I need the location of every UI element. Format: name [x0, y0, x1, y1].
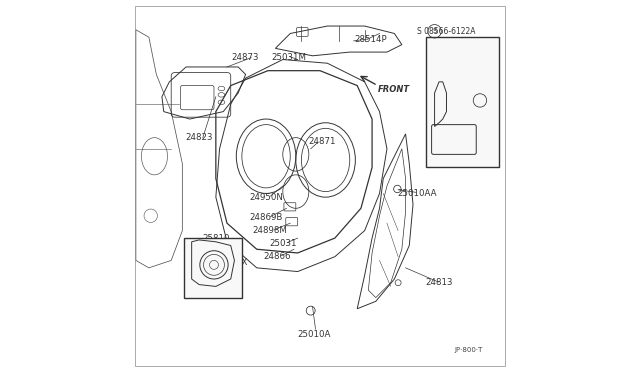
- Text: 25010AA: 25010AA: [397, 189, 436, 198]
- Text: 25010A: 25010A: [298, 330, 331, 339]
- Text: ( I ): ( I ): [445, 44, 458, 53]
- Text: S 08566-6122A: S 08566-6122A: [417, 27, 476, 36]
- Text: 24813: 24813: [426, 278, 452, 287]
- Text: 24823: 24823: [186, 133, 213, 142]
- Text: 24950N: 24950N: [249, 193, 283, 202]
- Text: JP·800·T: JP·800·T: [454, 347, 483, 353]
- Text: 25031M: 25031M: [271, 53, 306, 62]
- Text: 24898M: 24898M: [252, 226, 287, 235]
- Text: 24873: 24873: [232, 53, 259, 62]
- Text: 28514P: 28514P: [354, 35, 387, 44]
- Text: S: S: [433, 28, 436, 34]
- Text: 25810: 25810: [202, 234, 230, 243]
- Text: 25031: 25031: [269, 239, 296, 248]
- FancyBboxPatch shape: [184, 238, 242, 298]
- Text: 24869B: 24869B: [250, 213, 283, 222]
- Text: FRONT: FRONT: [378, 85, 410, 94]
- Text: 25038N: 25038N: [431, 122, 465, 131]
- Text: 24866: 24866: [264, 252, 291, 261]
- FancyBboxPatch shape: [426, 37, 499, 167]
- Text: 24860X: 24860X: [214, 258, 248, 267]
- Text: 24871: 24871: [308, 137, 335, 146]
